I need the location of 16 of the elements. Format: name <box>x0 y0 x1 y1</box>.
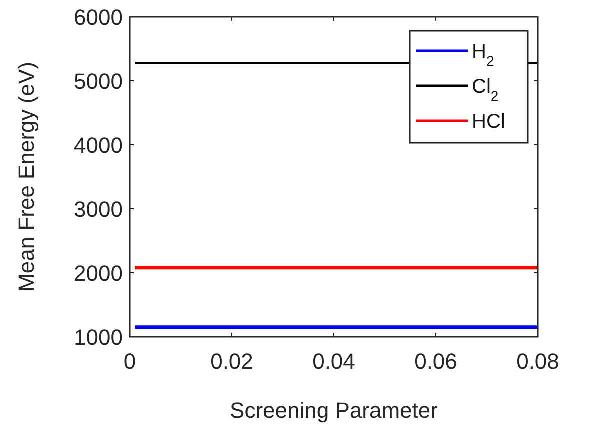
x-tick-label: 0.06 <box>414 349 458 374</box>
x-tick-label: 0.02 <box>210 349 254 374</box>
x-axis-title: Screening Parameter <box>230 398 438 423</box>
y-axis-title: Mean Free Energy (eV) <box>14 62 39 292</box>
legend-label: Cl$_{2}$ <box>472 76 499 104</box>
y-tick-label: 5000 <box>74 69 123 94</box>
y-tick-label: 4000 <box>74 133 123 158</box>
y-tick-label: 6000 <box>74 5 123 30</box>
y-tick-label: 1000 <box>74 325 123 350</box>
x-tick-label: 0 <box>124 349 136 374</box>
y-tick-label: 2000 <box>74 261 123 286</box>
legend-label: H$_{2}$ <box>472 41 494 69</box>
x-tick-label: 0.08 <box>516 349 560 374</box>
x-tick-label: 0.04 <box>312 349 356 374</box>
y-tick-label: 3000 <box>74 197 123 222</box>
legend-label: HCl <box>472 111 506 133</box>
